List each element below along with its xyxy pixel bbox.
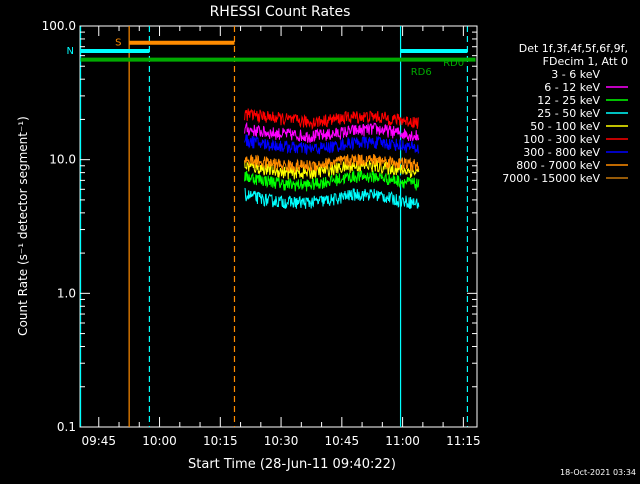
legend-label: 800 - 7000 keV <box>516 159 600 172</box>
annotation-label: RD0 <box>443 58 464 69</box>
series-line <box>244 153 420 174</box>
x-axis: 09:45 10:00 10:15 10:30 10:45 11:00 11:15 <box>81 26 481 448</box>
x-tick-label: 10:30 <box>264 434 299 448</box>
legend-label: 300 - 800 keV <box>523 146 600 159</box>
y-axis-label: Count Rate (s⁻¹ detector segment⁻¹) <box>16 116 30 336</box>
x-tick-label: 09:45 <box>81 434 116 448</box>
state-bar-label: S <box>115 38 121 49</box>
legend-label: 6 - 12 keV <box>544 81 600 94</box>
legend-label: 100 - 300 keV <box>523 133 600 146</box>
legend-label: 7000 - 15000 keV <box>502 172 600 185</box>
vertical-lines-group <box>79 26 469 427</box>
y-axis: 0.1 1.0 10.0 100.0 <box>42 19 477 434</box>
y-tick-label: 100.0 <box>42 19 76 33</box>
y-tick-label: 0.1 <box>57 420 76 434</box>
x-tick-label: 11:00 <box>385 434 420 448</box>
series-line <box>244 187 420 210</box>
x-axis-label: Start Time (28-Jun-11 09:40:22) <box>188 457 396 472</box>
x-tick-label: 10:45 <box>325 434 360 448</box>
legend-header-line-2: FDecim 1, Att 0 <box>543 55 628 68</box>
state-bar-label: N <box>67 46 74 57</box>
series-line <box>244 158 420 180</box>
footer-timestamp: 18-Oct-2021 03:34 <box>560 468 636 477</box>
series-line <box>244 121 420 144</box>
legend-label: 25 - 50 keV <box>537 107 600 120</box>
x-tick-label: 10:00 <box>142 434 177 448</box>
legend-label: 12 - 25 keV <box>537 94 600 107</box>
series-line <box>244 134 420 155</box>
state-bars-group: SN <box>67 38 476 62</box>
y-tick-label: 1.0 <box>57 286 76 300</box>
y-tick-label: 10.0 <box>49 153 76 167</box>
legend-header-line-1: Det 1f,3f,4f,5f,6f,9f, <box>519 42 628 55</box>
legend-label: 3 - 6 keV <box>551 68 600 81</box>
annotation-label: RD6 <box>411 67 432 78</box>
x-tick-label: 11:15 <box>446 434 481 448</box>
legend-label: 50 - 100 keV <box>530 120 600 133</box>
series-line <box>244 108 419 131</box>
chart-title: RHESSI Count Rates <box>210 4 351 20</box>
x-tick-label: 10:15 <box>203 434 238 448</box>
series-group <box>244 108 420 210</box>
annotations-group: RD0 RD6 <box>411 58 464 78</box>
plot-frame <box>79 25 478 428</box>
